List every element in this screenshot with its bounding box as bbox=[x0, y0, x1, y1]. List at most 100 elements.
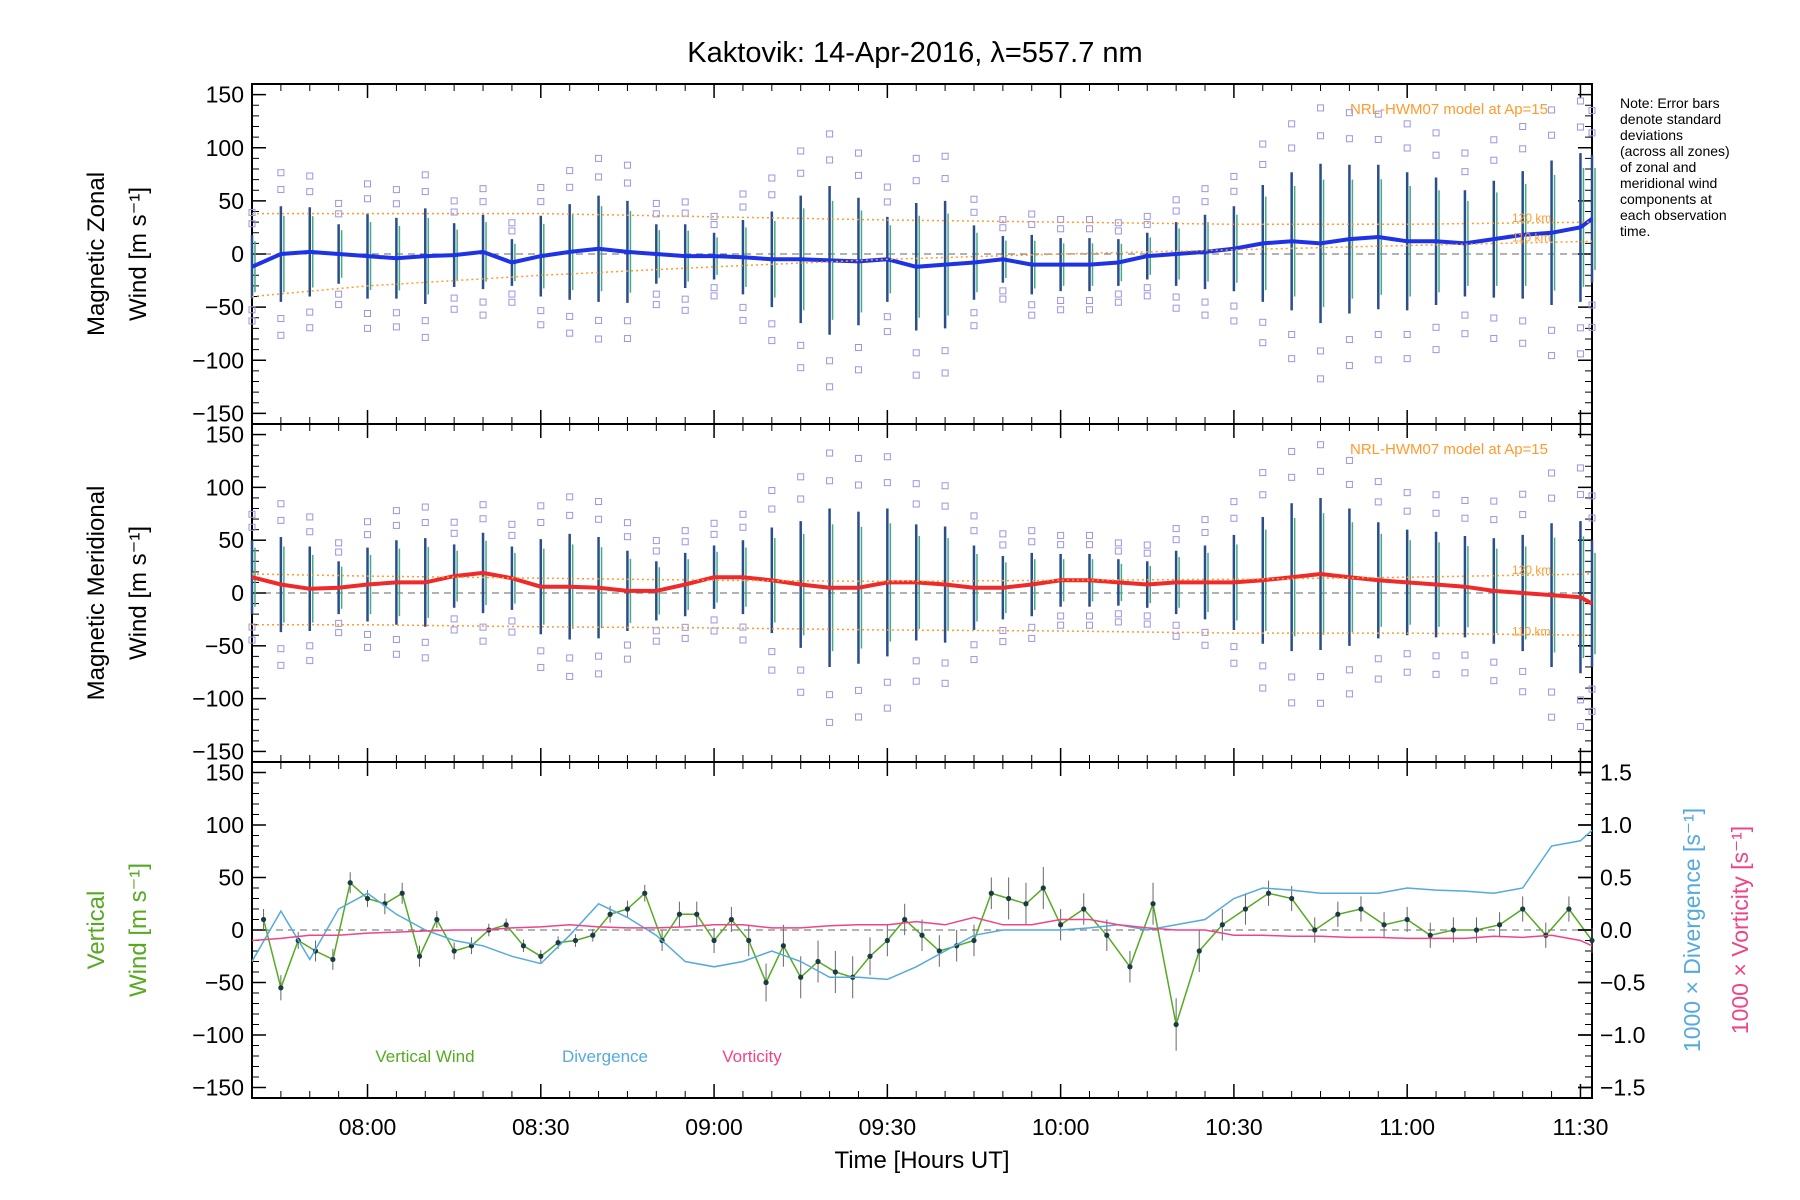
zone-point bbox=[537, 663, 545, 671]
zone-point bbox=[1576, 324, 1584, 332]
note-line: denote standard bbox=[1620, 111, 1721, 127]
data-point bbox=[1219, 922, 1225, 928]
zone-point bbox=[1230, 498, 1238, 506]
zone-point bbox=[1143, 549, 1151, 557]
data-point bbox=[364, 895, 371, 902]
note-line: deviations bbox=[1620, 127, 1683, 143]
zone-point bbox=[710, 212, 718, 220]
zone-point bbox=[248, 306, 256, 314]
zone-point bbox=[999, 287, 1007, 295]
zone-point bbox=[912, 500, 920, 508]
zone-point bbox=[652, 627, 660, 635]
zone-point bbox=[739, 316, 747, 324]
zone-point bbox=[1086, 531, 1093, 539]
divergence-axis-label: 1000 × Divergence [s⁻¹] bbox=[1679, 808, 1705, 1052]
zone-point bbox=[1374, 655, 1382, 663]
zone-point bbox=[248, 220, 256, 228]
zone-point bbox=[1345, 690, 1353, 698]
zone-point bbox=[1114, 219, 1122, 227]
zone-point bbox=[1461, 496, 1469, 504]
legend-item: Divergence bbox=[562, 1047, 648, 1066]
zone-point bbox=[768, 505, 776, 513]
data-point bbox=[1150, 901, 1156, 907]
zone-point bbox=[1028, 634, 1036, 642]
zone-point bbox=[797, 169, 805, 177]
zone-point bbox=[999, 638, 1007, 646]
y2-tick-label: 0.0 bbox=[1600, 917, 1632, 943]
zone-point bbox=[1172, 207, 1180, 215]
zone-point bbox=[566, 329, 574, 337]
note-line: time. bbox=[1620, 223, 1650, 239]
zone-point bbox=[1374, 675, 1382, 683]
zone-point bbox=[1057, 215, 1065, 223]
zone-point bbox=[392, 323, 400, 331]
zone-point bbox=[1432, 346, 1440, 354]
zone-point bbox=[1588, 107, 1596, 115]
zone-point bbox=[826, 691, 834, 699]
zone-point bbox=[826, 718, 834, 726]
zone-point bbox=[595, 173, 603, 181]
zone-point bbox=[1230, 172, 1238, 180]
data-point bbox=[676, 911, 683, 917]
zone-point bbox=[854, 149, 862, 157]
zone-point bbox=[1057, 541, 1065, 549]
y-tick-label: −150 bbox=[192, 1075, 244, 1101]
zone-point bbox=[826, 477, 834, 485]
zone-point bbox=[1259, 339, 1267, 347]
zone-point bbox=[826, 130, 834, 138]
y-tick-label: 0 bbox=[231, 580, 244, 606]
zone-point bbox=[1288, 473, 1296, 481]
zone-point bbox=[1588, 685, 1596, 693]
zone-point bbox=[1374, 356, 1382, 364]
data-point bbox=[538, 953, 544, 959]
zone-point bbox=[768, 191, 776, 199]
zone-point bbox=[479, 198, 487, 206]
zone-point bbox=[335, 548, 343, 556]
x-tick-label: 10:30 bbox=[1205, 1114, 1263, 1140]
zone-point bbox=[508, 628, 516, 636]
note-line: each observation bbox=[1620, 207, 1727, 223]
zone-point bbox=[1201, 298, 1209, 306]
data-point bbox=[694, 911, 700, 917]
zone-point bbox=[421, 519, 429, 527]
y-axis-label: Wind [m s⁻¹] bbox=[125, 863, 152, 997]
data-point bbox=[607, 911, 613, 917]
zone-point bbox=[1114, 298, 1122, 306]
zone-point bbox=[1403, 507, 1411, 515]
y-tick-label: 0 bbox=[231, 241, 244, 267]
zone-point bbox=[508, 617, 516, 625]
zone-point bbox=[1230, 643, 1238, 651]
zone-point bbox=[854, 366, 862, 374]
zone-point bbox=[681, 527, 689, 535]
zone-point bbox=[566, 167, 574, 175]
x-tick-label: 08:00 bbox=[339, 1114, 397, 1140]
zone-point bbox=[1143, 284, 1151, 292]
data-point bbox=[503, 922, 509, 928]
zone-point bbox=[1345, 336, 1353, 344]
zone-point bbox=[508, 290, 516, 298]
zone-point bbox=[1576, 491, 1584, 499]
zone-point bbox=[1028, 623, 1036, 631]
zone-point bbox=[1432, 491, 1440, 499]
zone-point bbox=[768, 666, 776, 674]
zone-point bbox=[1230, 317, 1238, 325]
zone-point bbox=[739, 623, 747, 631]
zone-point bbox=[595, 498, 603, 506]
zone-point bbox=[1114, 618, 1122, 626]
zone-point bbox=[854, 713, 862, 721]
zone-point bbox=[1028, 538, 1036, 546]
zone-point bbox=[1432, 129, 1440, 137]
x-axis-label: Time [Hours UT] bbox=[834, 1147, 1009, 1174]
zone-point bbox=[883, 678, 891, 686]
zone-point bbox=[652, 547, 660, 555]
zone-point bbox=[1201, 185, 1209, 193]
zone-point bbox=[1317, 347, 1325, 355]
legend-item: Vertical Wind bbox=[375, 1047, 474, 1066]
zone-point bbox=[1403, 668, 1411, 676]
data-point bbox=[902, 916, 908, 923]
zone-point bbox=[1201, 529, 1209, 537]
x-tick-label: 11:30 bbox=[1553, 1114, 1609, 1140]
zone-point bbox=[1288, 699, 1296, 707]
y-tick-label: −100 bbox=[192, 347, 244, 373]
zone-point bbox=[1403, 489, 1411, 497]
